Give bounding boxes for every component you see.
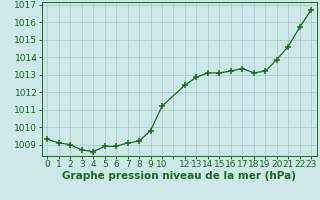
X-axis label: Graphe pression niveau de la mer (hPa): Graphe pression niveau de la mer (hPa) xyxy=(62,171,296,181)
